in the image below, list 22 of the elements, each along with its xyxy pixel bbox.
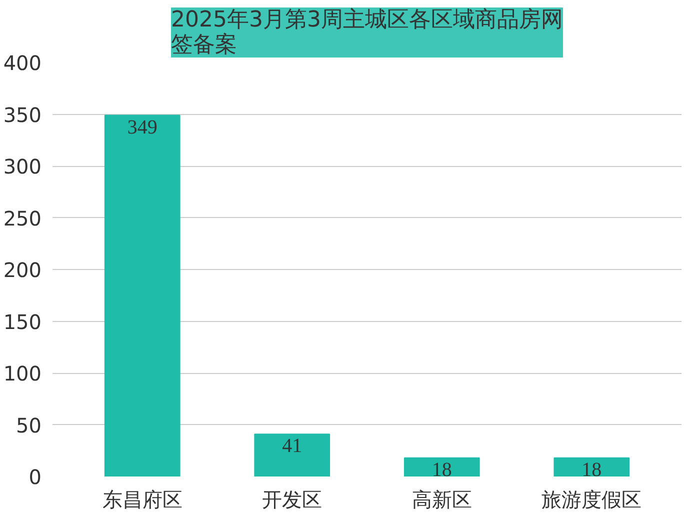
data-label: 41 (282, 435, 302, 458)
y-tick-label: 250 (3, 206, 42, 230)
bar (254, 434, 330, 476)
bar (404, 457, 480, 476)
y-tick-label: 300 (3, 154, 42, 178)
data-label: 18 (582, 458, 602, 481)
data-label: 349 (127, 116, 158, 138)
x-tick-label: 开发区 (262, 488, 322, 512)
x-tick-label: 高新区 (412, 488, 472, 512)
bar (554, 457, 630, 476)
bar (104, 114, 180, 476)
y-tick-label: 50 (16, 413, 42, 438)
y-tick-label: 200 (3, 258, 42, 282)
x-tick-label: 东昌府区 (102, 488, 182, 512)
x-tick-label: 旅游度假区 (542, 488, 642, 512)
chart-title: 2025年3月第3周主城区各区域商品房网签备案 (171, 8, 563, 58)
y-tick-label: 350 (3, 102, 42, 127)
y-tick-label: 100 (3, 362, 42, 386)
y-tick-label: 400 (3, 51, 42, 75)
y-tick-label: 0 (28, 465, 42, 489)
y-tick-label: 150 (3, 310, 42, 334)
data-label: 18 (432, 458, 452, 481)
